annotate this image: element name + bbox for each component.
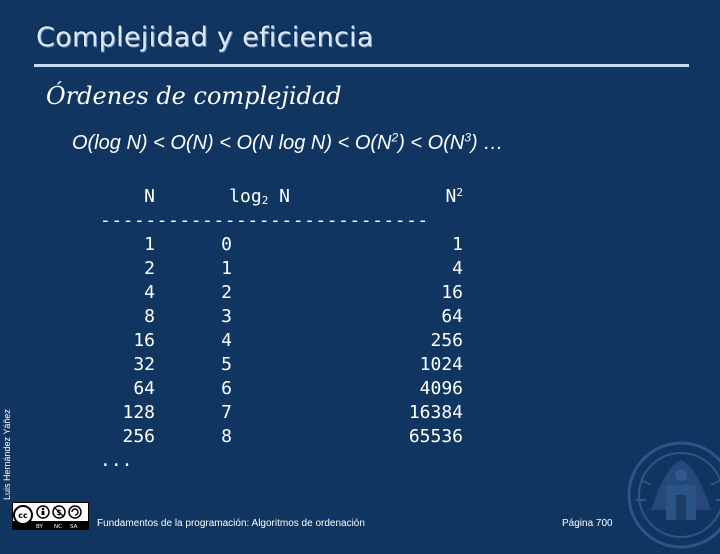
- table-row-ellipsis: ...: [100, 449, 463, 473]
- cell-log-value: 5: [221, 354, 232, 375]
- cell-log: 1: [155, 257, 300, 281]
- header-log: log2 N: [155, 185, 300, 209]
- table-row: 1 0 1: [100, 233, 463, 257]
- cell-sq: 16384: [408, 402, 463, 423]
- footer-course-title: Fundamentos de la programación: Algoritm…: [97, 518, 365, 529]
- page-number: Página 700: [562, 518, 613, 529]
- cell-log: 7: [155, 401, 300, 425]
- complexity-table: N log2 N N2 ----------------------------…: [100, 185, 463, 473]
- header-sq-base: N: [445, 186, 457, 207]
- title-divider: [34, 64, 689, 67]
- separator-line: -----------------------------: [100, 210, 429, 231]
- table-row: 8 3 64: [100, 305, 463, 329]
- cell-sq: 16: [441, 282, 463, 303]
- cell-log-value: 3: [221, 306, 232, 327]
- cell-n: 128: [122, 402, 155, 423]
- slide-title: Complejidad y eficiencia: [36, 22, 374, 53]
- cell-n: 64: [133, 378, 155, 399]
- formula-exp-2: 2: [391, 130, 399, 145]
- cell-n: 32: [133, 354, 155, 375]
- header-n-squared: N2: [300, 185, 463, 209]
- formula-exp-3: 3: [464, 130, 471, 145]
- table-row: 256 8 65536: [100, 425, 463, 449]
- cell-sq: 64: [441, 306, 463, 327]
- cell-n: 8: [144, 306, 155, 327]
- cell-log: 4: [155, 329, 300, 353]
- complexity-ordering: O(log N) < O(N) < O(N log N) < O(N2) < O…: [72, 130, 504, 155]
- header-log-prefix: log: [229, 186, 262, 207]
- cell-log-value: 0: [221, 234, 232, 255]
- svg-text:SA: SA: [70, 524, 78, 529]
- separator-row: -----------------------------: [100, 209, 463, 233]
- cell-sq: 256: [430, 330, 463, 351]
- table-row: 128 7 16384: [100, 401, 463, 425]
- cell-n: 16: [133, 330, 155, 351]
- cc-by-nc-sa-icon: cc $ BY NC SA: [13, 503, 88, 530]
- table-row: 2 1 4: [100, 257, 463, 281]
- cell-log-value: 1: [221, 258, 232, 279]
- cell-sq: 4: [452, 258, 463, 279]
- cell-log-value: 6: [221, 378, 232, 399]
- formula-part-2: ) < O(N: [398, 132, 465, 154]
- cell-log: 2: [155, 281, 300, 305]
- table-row: 4 2 16: [100, 281, 463, 305]
- cell-log: 6: [155, 377, 300, 401]
- author-vertical-text: Luis Hernández Yáñez: [2, 409, 12, 500]
- cell-n: 256: [122, 426, 155, 447]
- formula-part-1: O(log N) < O(N) < O(N log N) < O(N: [72, 132, 392, 154]
- formula-part-3: ) …: [471, 132, 504, 154]
- cell-n: 2: [144, 258, 155, 279]
- ellipsis-cell: ...: [100, 450, 133, 471]
- slide-subtitle: Órdenes de complejidad: [46, 82, 342, 110]
- university-seal-icon: [626, 440, 720, 550]
- cell-n: 4: [144, 282, 155, 303]
- svg-text:NC: NC: [54, 524, 62, 529]
- table-row: 16 4 256: [100, 329, 463, 353]
- cell-log-value: 2: [221, 282, 232, 303]
- cell-log-value: 7: [221, 402, 232, 423]
- header-log-suffix: N: [268, 186, 290, 207]
- cell-n: 1: [144, 234, 155, 255]
- cell-sq: 4096: [419, 378, 463, 399]
- cell-log: 8: [155, 425, 300, 449]
- svg-text:cc: cc: [18, 511, 28, 520]
- table-row: 32 5 1024: [100, 353, 463, 377]
- license-badge: cc $ BY NC SA: [12, 502, 89, 530]
- cell-sq: 1: [452, 234, 463, 255]
- cell-log: 3: [155, 305, 300, 329]
- cell-log-value: 8: [221, 426, 232, 447]
- cell-log: 5: [155, 353, 300, 377]
- header-log-base: 2: [261, 194, 269, 207]
- table-header-row: N log2 N N2: [100, 185, 463, 209]
- header-sq-exp: 2: [456, 186, 463, 199]
- header-n: N: [144, 186, 155, 207]
- cell-log-value: 4: [221, 330, 232, 351]
- cell-sq: 1024: [419, 354, 463, 375]
- svg-text:BY: BY: [36, 524, 43, 529]
- cell-log: 0: [155, 233, 300, 257]
- cell-sq: 65536: [408, 426, 463, 447]
- table-row: 64 6 4096: [100, 377, 463, 401]
